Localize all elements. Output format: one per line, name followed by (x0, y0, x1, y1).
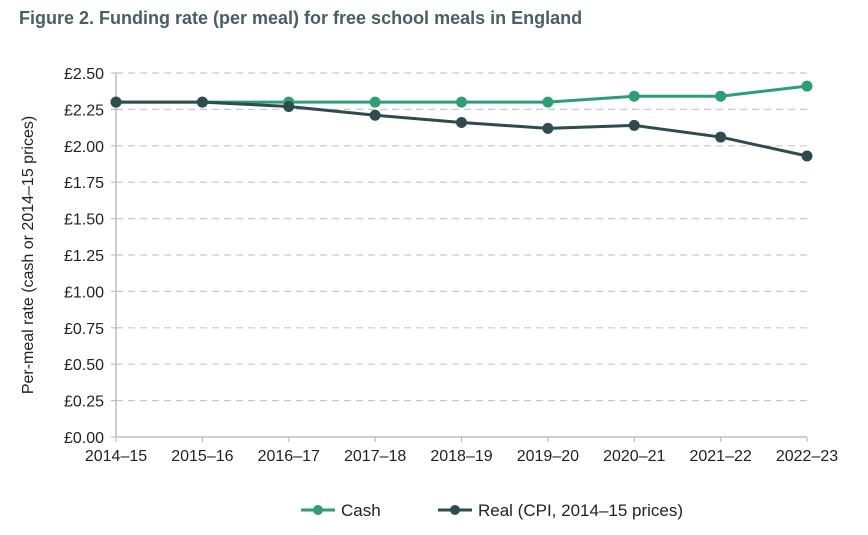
legend-label: Real (CPI, 2014–15 prices) (478, 501, 683, 520)
data-point-cash (715, 90, 727, 102)
data-point-real (283, 100, 295, 112)
x-tick-label: 2014–15 (85, 448, 147, 465)
data-point-cash (801, 80, 813, 92)
data-point-real (196, 96, 208, 108)
y-tick-label: £1.25 (64, 248, 104, 265)
data-point-real (456, 117, 467, 129)
y-tick-labels: £0.00 £0.25 £0.50 £0.75 £1.00 £1.25 £1.50 £1.75… (64, 66, 104, 447)
axes (115, 73, 808, 442)
data-point-real (628, 119, 640, 131)
x-tick-label: 2016–17 (258, 448, 320, 465)
x-tick-label: 2022–23 (776, 448, 838, 465)
legend-label: Cash (341, 501, 381, 520)
chart-title: Figure 2. Funding rate (per meal) for fr… (19, 8, 583, 28)
y-tick-label: £0.25 (64, 394, 104, 411)
x-tick-label: 2015–16 (171, 448, 233, 465)
data-point-real (369, 109, 381, 121)
data-point-real (542, 122, 554, 134)
y-tick-label: £0.75 (64, 321, 104, 338)
y-tick-label: £1.50 (64, 212, 104, 229)
data-point-cash (369, 96, 381, 108)
y-tick-label: £2.50 (64, 66, 104, 83)
data-point-cash (628, 90, 640, 102)
data-point-real (801, 150, 813, 162)
y-tick-label: £1.75 (64, 175, 104, 192)
x-tick-label: 2021–22 (689, 448, 751, 465)
x-tick-label: 2020–21 (603, 448, 665, 465)
y-tick-label: £0.50 (64, 357, 104, 374)
x-tick-label: 2019–20 (517, 448, 579, 465)
series-lines (110, 80, 813, 162)
legend-swatch-marker (313, 505, 323, 515)
x-tick-labels: 2014–15 2015–16 2016–17 2017–18 2018–19 2019–… (85, 448, 838, 465)
legend-swatch-marker (450, 505, 460, 515)
y-tick-label: £2.25 (64, 102, 104, 119)
data-point-cash (542, 96, 554, 108)
gridlines (111, 72, 809, 438)
data-point-cash (456, 96, 467, 108)
series-line-real (116, 100, 808, 158)
legend: Cash Real (CPI, 2014–15 prices) (301, 501, 683, 520)
y-tick-label: £0.00 (64, 430, 104, 447)
y-axis-label: Per-meal rate (cash or 2014–15 prices) (20, 116, 37, 394)
data-point-real (715, 131, 727, 143)
x-tick-label: 2018–19 (430, 448, 492, 465)
x-tick-label: 2017–18 (344, 448, 406, 465)
y-tick-label: £2.00 (64, 139, 104, 156)
y-tick-label: £1.00 (64, 284, 104, 301)
data-point-real (110, 96, 122, 108)
